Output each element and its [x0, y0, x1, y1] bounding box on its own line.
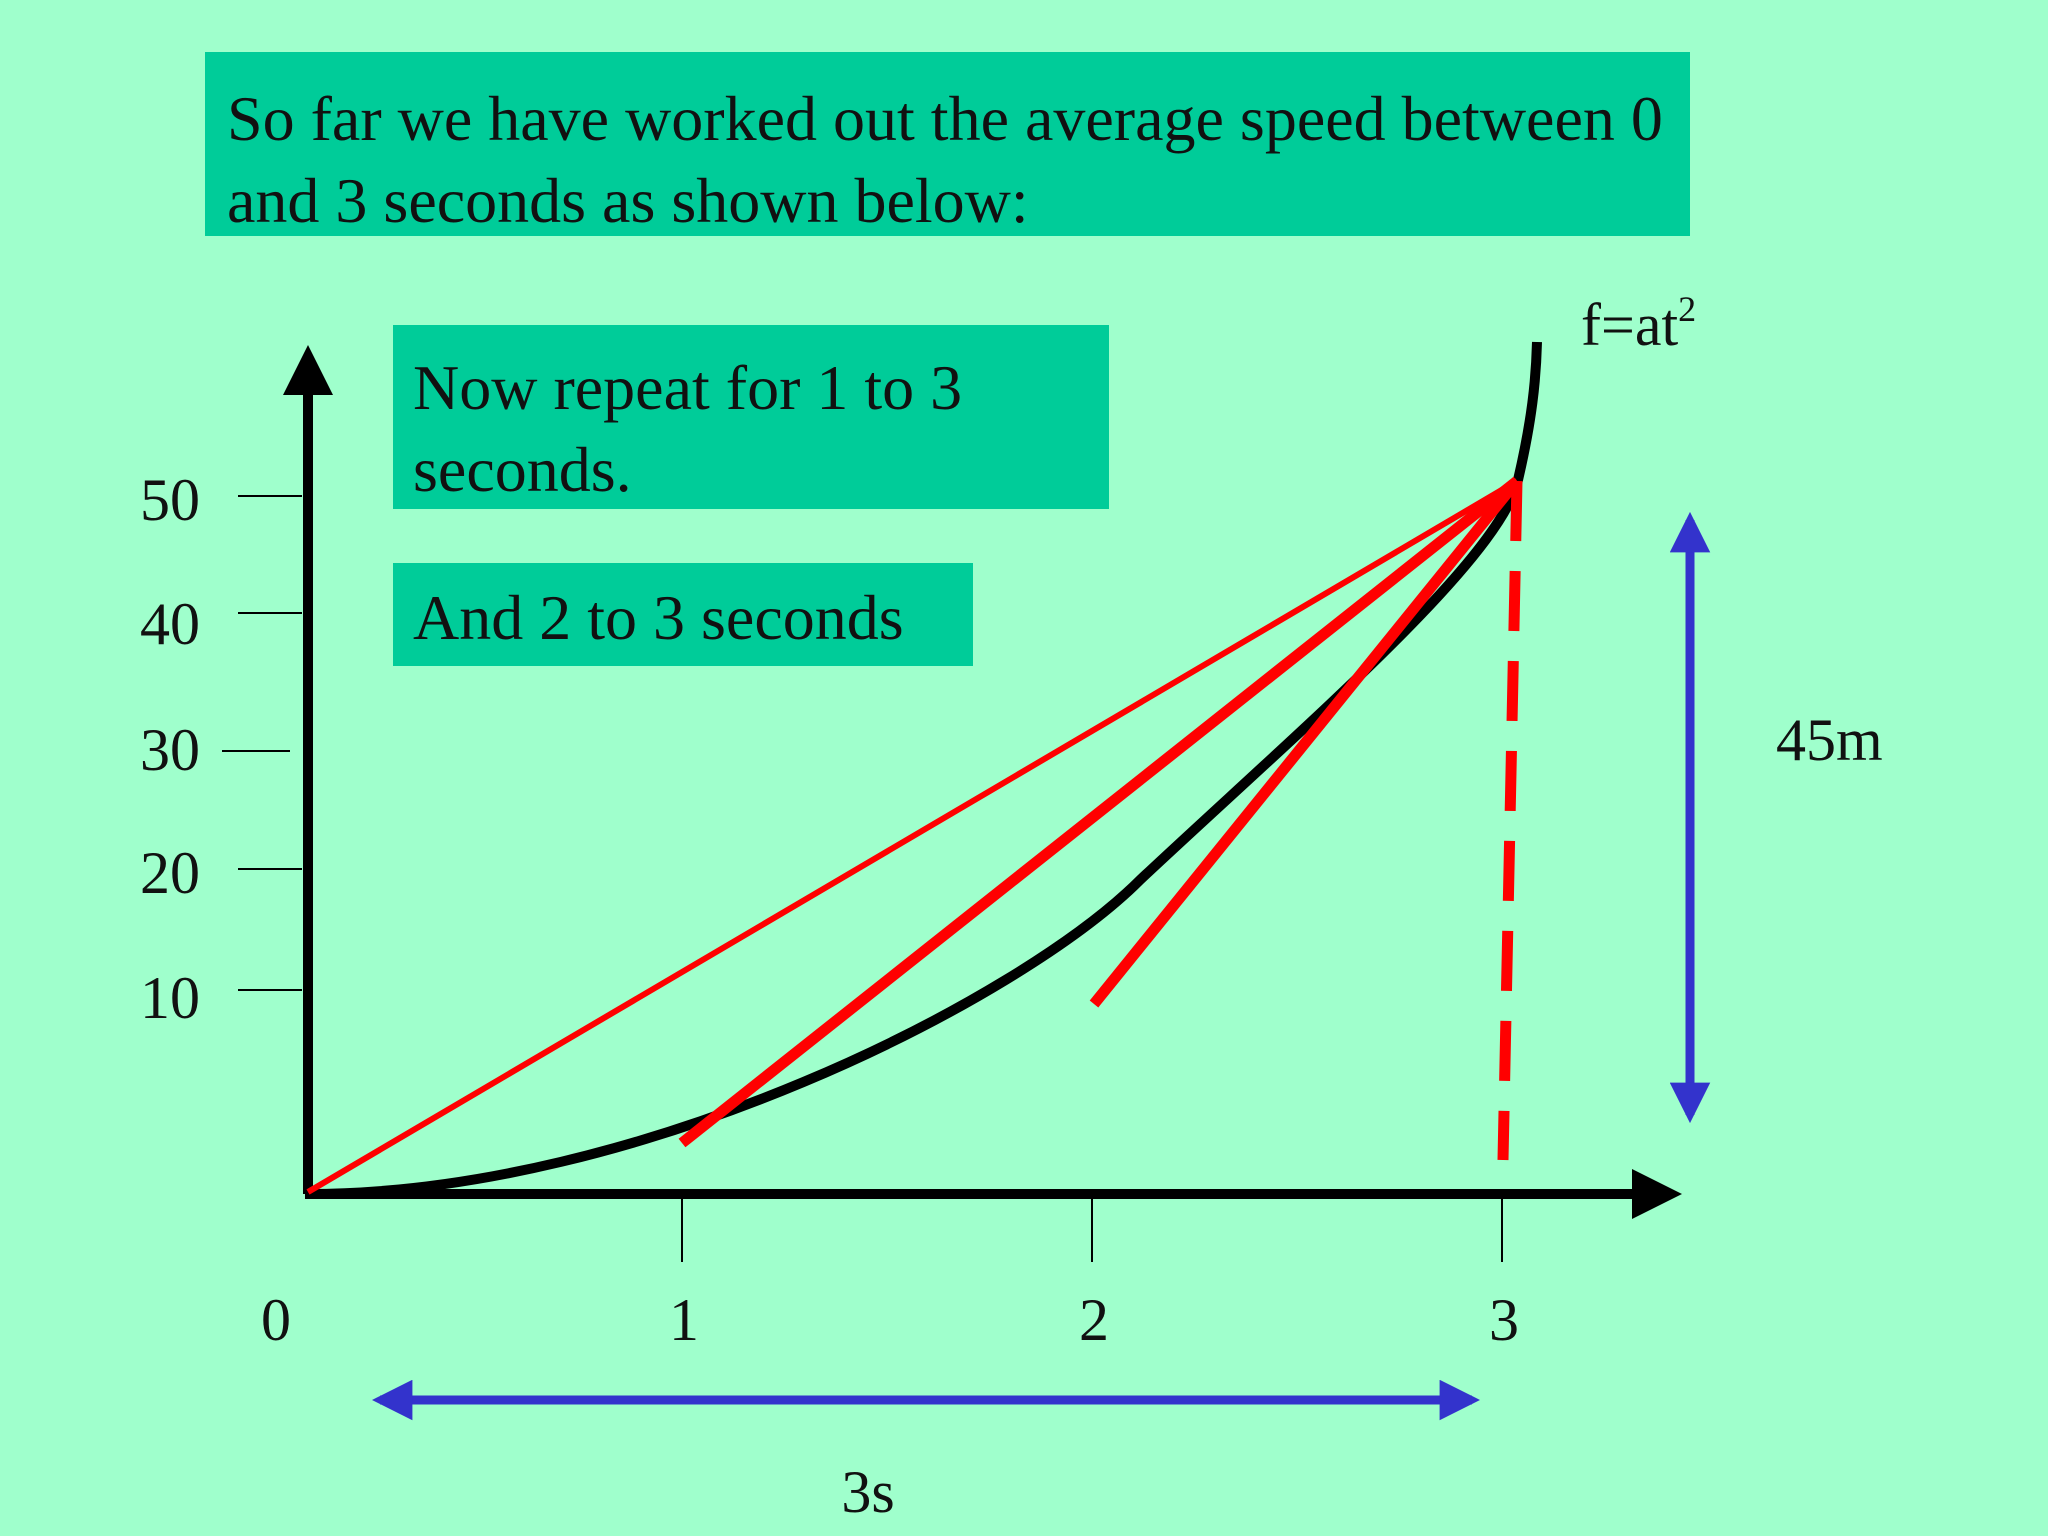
curve-label-base: f=at [1581, 292, 1678, 358]
curve-label: f=at2 [1581, 289, 1696, 358]
x-tick-label: 3 [1489, 1287, 1519, 1353]
y-tick-label: 30 [140, 717, 200, 783]
height-dimension-label: 45m [1776, 707, 1883, 773]
chord-0-to-3 [306, 478, 1519, 1195]
chord-1-to-3 [678, 476, 1521, 1148]
x-tick-label: 1 [669, 1287, 699, 1353]
y-tick-label: 10 [140, 965, 200, 1031]
dashed-line-t3 [1497, 480, 1523, 1161]
x-tick-label: 0 [261, 1287, 291, 1353]
y-tick-label: 50 [140, 467, 200, 533]
and-textbox: And 2 to 3 seconds [393, 563, 973, 666]
and-text: And 2 to 3 seconds [413, 582, 904, 653]
y-tick-label: 20 [140, 840, 200, 906]
chord-2-to-3 [1089, 477, 1522, 1008]
intro-text: So far we have worked out the average sp… [227, 83, 1663, 236]
intro-textbox: So far we have worked out the average sp… [205, 52, 1690, 236]
x-tick-label: 2 [1079, 1287, 1109, 1353]
curve-f-at-squared [307, 341, 1542, 1199]
width-dimension-label: 3s [841, 1459, 894, 1525]
curve-label-exponent: 2 [1678, 289, 1696, 329]
repeat-textbox: Now repeat for 1 to 3 seconds. [393, 325, 1109, 509]
repeat-text: Now repeat for 1 to 3 seconds. [413, 352, 963, 505]
y-tick-label: 40 [140, 591, 200, 657]
